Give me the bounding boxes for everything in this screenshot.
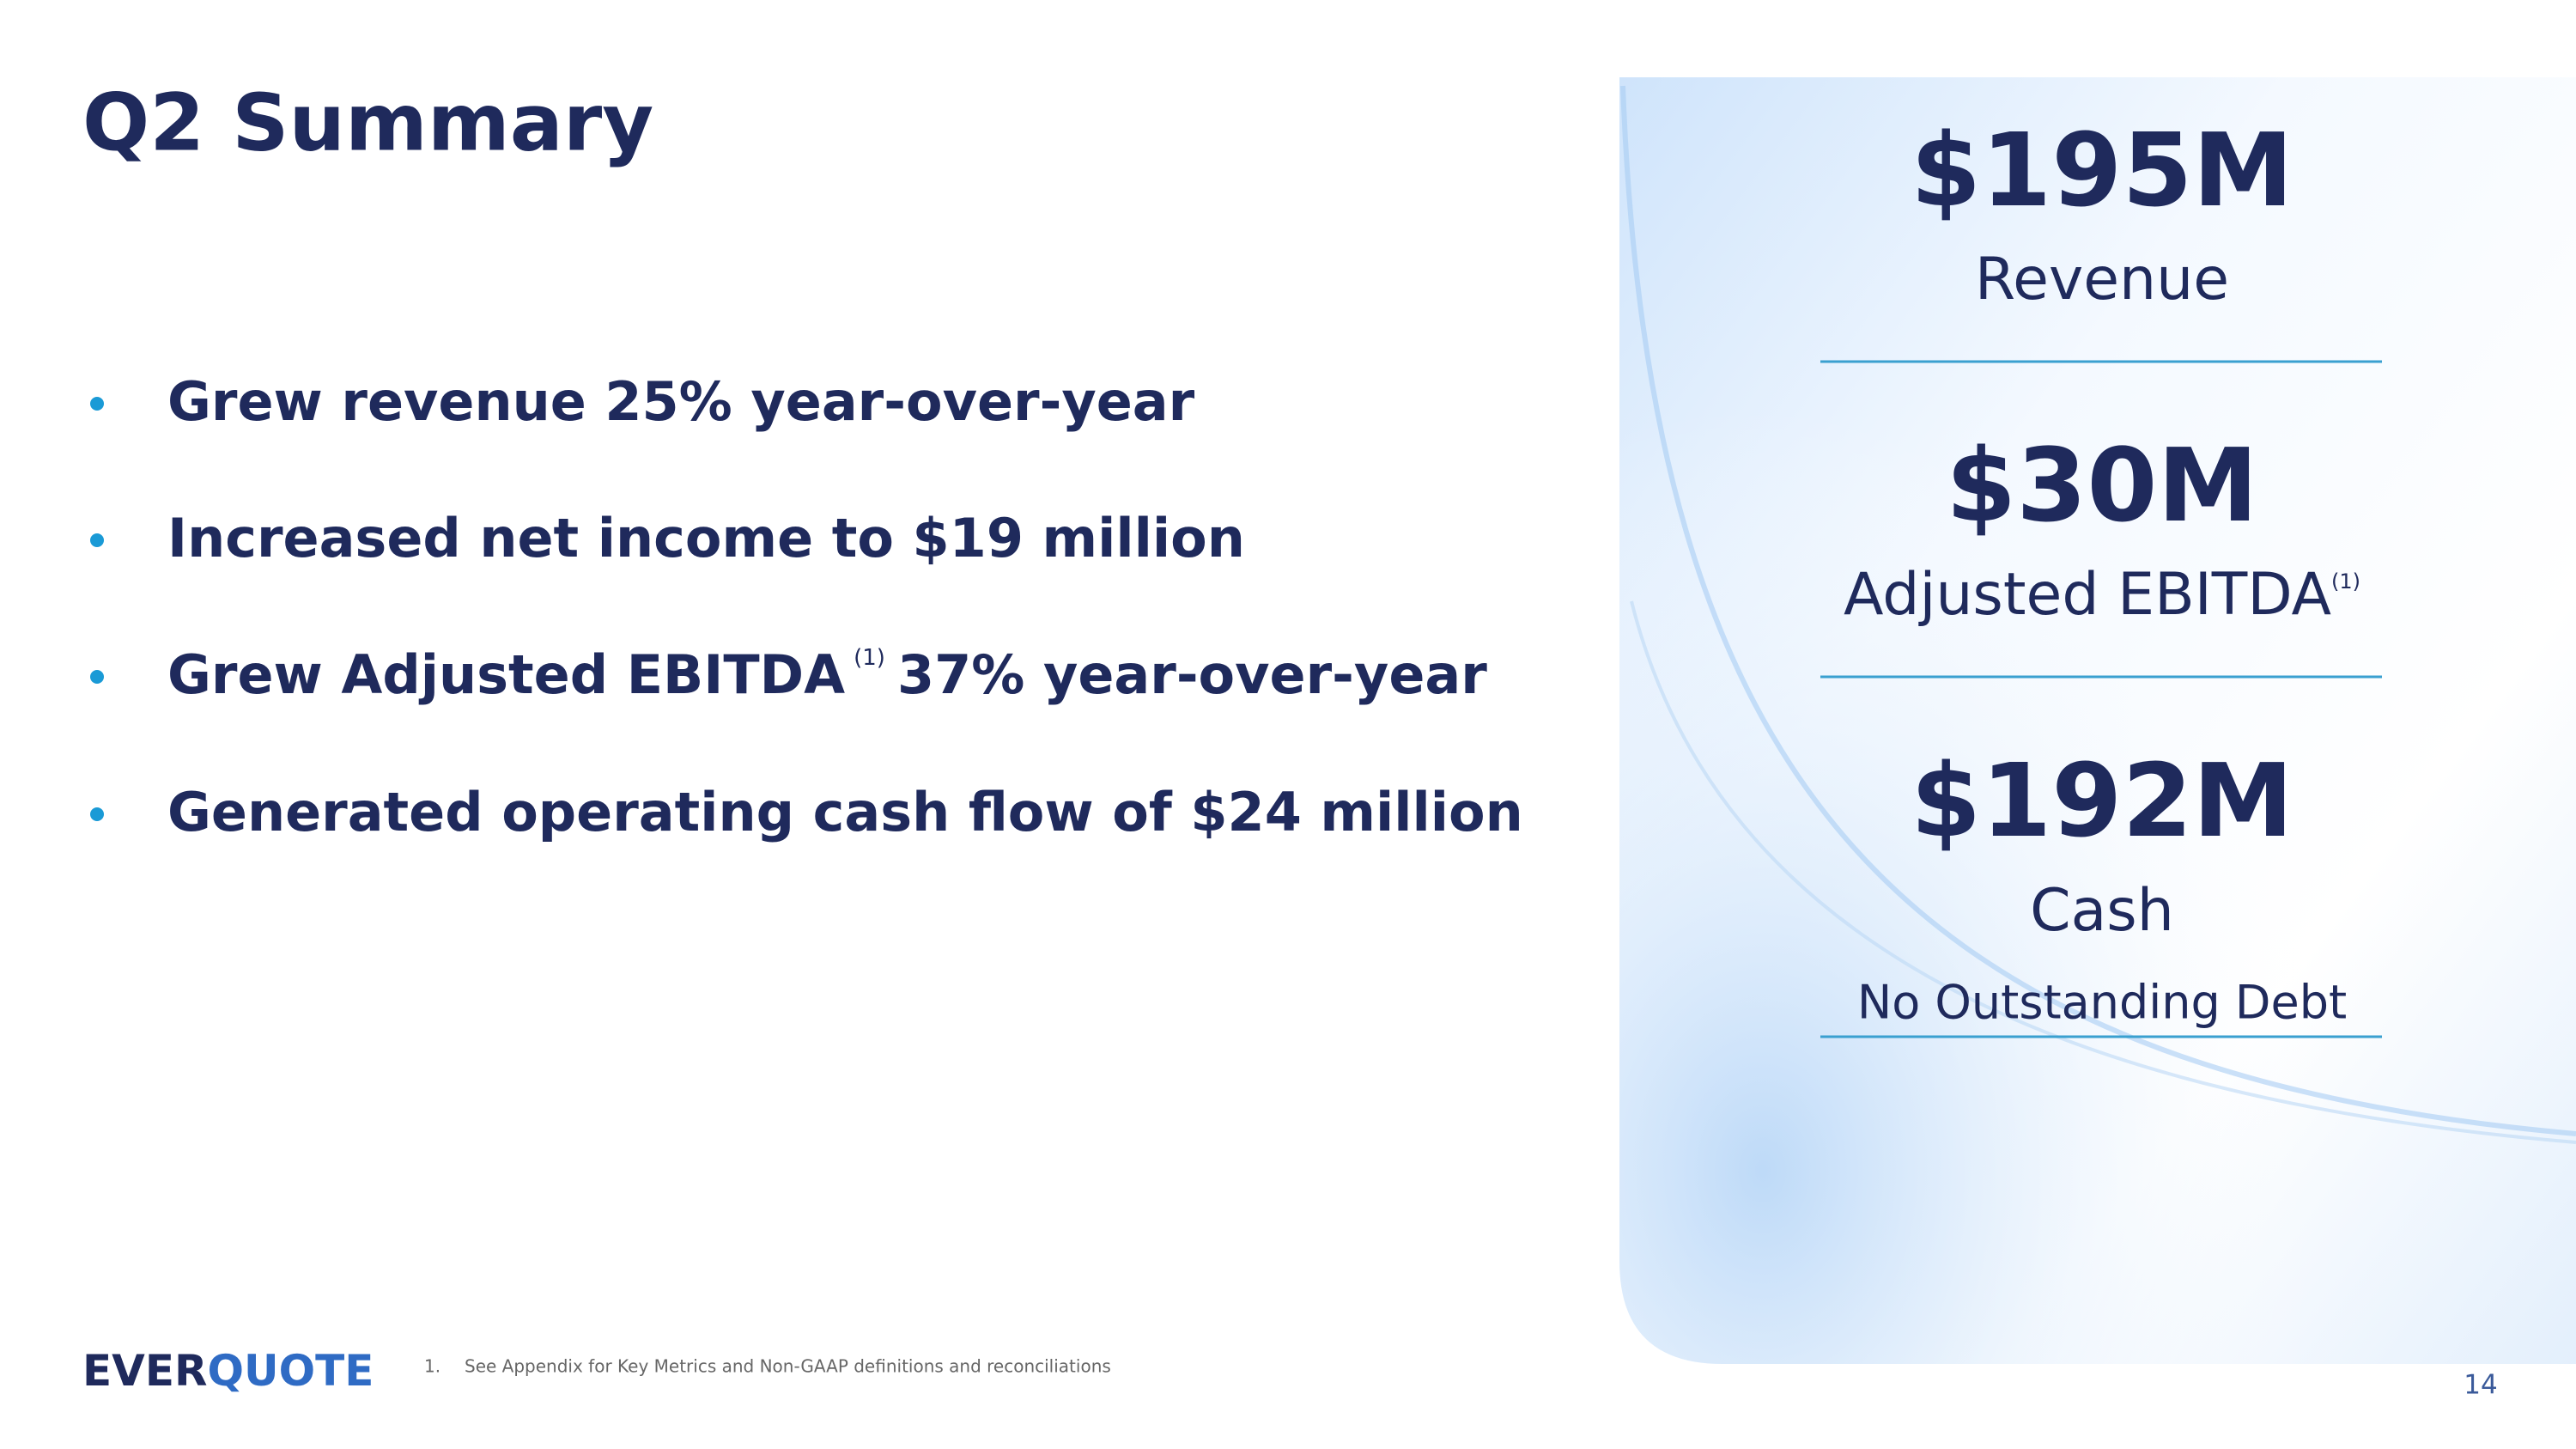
footnote: See Appendix for Key Metrics and Non-GAA… — [465, 1356, 1111, 1377]
title: Q2 Summary — [82, 76, 653, 168]
metric-label: Adjusted EBITDA(1) — [1844, 561, 2360, 629]
metric-sublabel: No Outstanding Debt — [1857, 976, 2347, 1030]
bullet-dot — [90, 397, 104, 411]
metric-label: Cash — [2030, 877, 2174, 945]
wave — [1630, 600, 2576, 1144]
metric-label: Revenue — [1975, 246, 2229, 314]
superscript: (1) — [854, 645, 885, 671]
metric-value: $30M — [1946, 426, 2258, 545]
metric-value: $195M — [1911, 111, 2293, 229]
bullet-dot — [90, 670, 104, 684]
metric-value: $192M — [1911, 741, 2293, 860]
bullet-part: Grew revenue 25% year-over-year — [167, 370, 1195, 433]
metric-label-text: Cash — [2030, 877, 2174, 945]
bullet-dot — [90, 533, 104, 547]
logo-part: QUOTE — [208, 1346, 374, 1396]
logo: EVERQUOTE — [82, 1346, 374, 1396]
metrics: $195M Revenue $30M Adjusted EBITDA(1) $192M C… — [1820, 111, 2382, 1038]
footnote-number: 1. — [424, 1356, 440, 1377]
bullet-part: 37% year-over-year — [897, 643, 1487, 706]
wave — [1620, 85, 2576, 1136]
metric-label-text: Adjusted EBITDA — [1844, 561, 2331, 629]
superscript: (1) — [2331, 569, 2360, 594]
bullet-text: Generated operating cash flow of $24 mil… — [167, 781, 1523, 843]
bullet-part: Increased net income to $19 million — [167, 507, 1245, 569]
bullet-text: Increased net income to $19 million — [167, 507, 1245, 569]
metric-label-text: Revenue — [1975, 246, 2229, 314]
bullet-text: Grew revenue 25% year-over-year — [167, 370, 1195, 433]
panel-glow — [1619, 77, 2576, 1364]
bullet-text: Grew Adjusted EBITDA (1) 37% year-over-yea… — [167, 643, 1487, 706]
bullet-list: Grew revenue 25% year-over-year Increased… — [90, 370, 1523, 843]
logo-part: EVER — [82, 1346, 208, 1396]
bullet-part: Generated operating cash flow of $24 mil… — [167, 781, 1523, 843]
bullet-dot — [90, 807, 104, 821]
page-number: 14 — [2464, 1370, 2497, 1401]
bullet-part: Grew Adjusted EBITDA — [167, 643, 845, 706]
